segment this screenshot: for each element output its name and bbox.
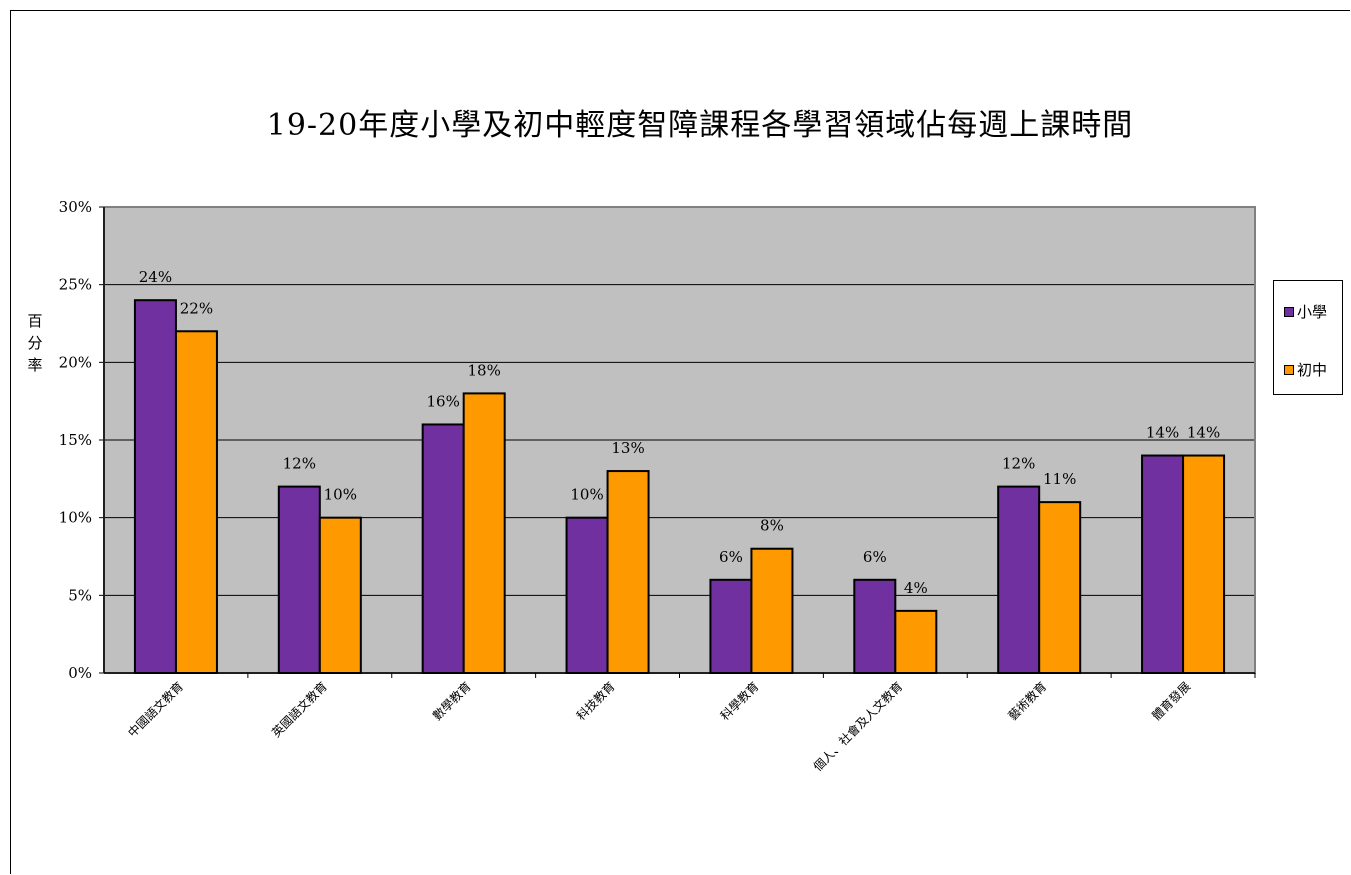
legend-item-series-1: 小學 [1284, 301, 1327, 322]
bar [1141, 454, 1185, 674]
data-label: 11% [1043, 470, 1076, 488]
x-tick-label: 體育發展 [1149, 679, 1194, 724]
data-label: 10% [324, 486, 357, 504]
x-tick-label: 英國語文教育 [268, 679, 330, 741]
data-label: 14% [1146, 424, 1179, 442]
data-label: 12% [283, 455, 316, 473]
bar [894, 609, 938, 674]
legend-label: 初中 [1297, 361, 1328, 379]
data-label: 10% [570, 486, 603, 504]
bar [174, 330, 218, 674]
y-tick-label: 25% [59, 276, 92, 294]
bar [853, 578, 897, 674]
x-tick-label: 藝術教育 [1005, 679, 1050, 724]
bar [709, 578, 753, 674]
bar [318, 516, 362, 675]
y-axis-label-char: 分 [27, 334, 43, 352]
x-tick-label: 科學教育 [717, 679, 762, 724]
y-axis-label-char: 率 [27, 356, 43, 374]
legend-swatch [1284, 306, 1294, 317]
bar [133, 299, 177, 674]
y-axis-label: 百分率 [26, 310, 44, 376]
data-label: 24% [139, 268, 172, 286]
data-label: 16% [427, 392, 460, 410]
y-tick-label: 15% [59, 431, 92, 449]
data-label: 8% [760, 517, 784, 535]
legend-label: 小學 [1297, 303, 1328, 321]
y-tick-label: 10% [59, 509, 92, 527]
data-label: 6% [719, 548, 743, 566]
x-tick-label: 中國語文教育 [125, 679, 187, 741]
y-tick-label: 20% [59, 353, 92, 371]
legend-item-series-2: 初中 [1284, 359, 1327, 380]
data-label: 14% [1187, 424, 1220, 442]
bar [1182, 454, 1226, 674]
bar [997, 485, 1041, 674]
chart-frame [10, 10, 1350, 874]
bar [277, 485, 321, 674]
data-label: 6% [863, 548, 887, 566]
bar [1038, 501, 1082, 674]
data-label: 18% [468, 361, 501, 379]
y-tick-label: 5% [68, 586, 92, 604]
data-label: 22% [180, 299, 213, 317]
y-axis-label-char: 百 [27, 312, 43, 330]
data-label: 13% [611, 439, 644, 457]
x-tick-label: 科技教育 [573, 679, 618, 724]
y-tick-label: 30% [59, 198, 92, 216]
y-tick-label: 0% [68, 664, 92, 682]
chart-title: 19-20年度小學及初中輕度智障課程各學習領域佔每週上課時間 [266, 108, 1134, 143]
bar [565, 516, 609, 675]
data-label: 12% [1002, 455, 1035, 473]
x-tick-label: 數學教育 [429, 679, 474, 724]
bar [462, 392, 506, 674]
legend-swatch [1284, 364, 1294, 375]
bar [606, 470, 650, 675]
x-tick-label: 個人、社會及人文教育 [810, 679, 905, 774]
bar [421, 423, 465, 675]
legend: 小學 初中 [1273, 280, 1343, 395]
data-label: 4% [904, 579, 928, 597]
bar [750, 547, 794, 675]
